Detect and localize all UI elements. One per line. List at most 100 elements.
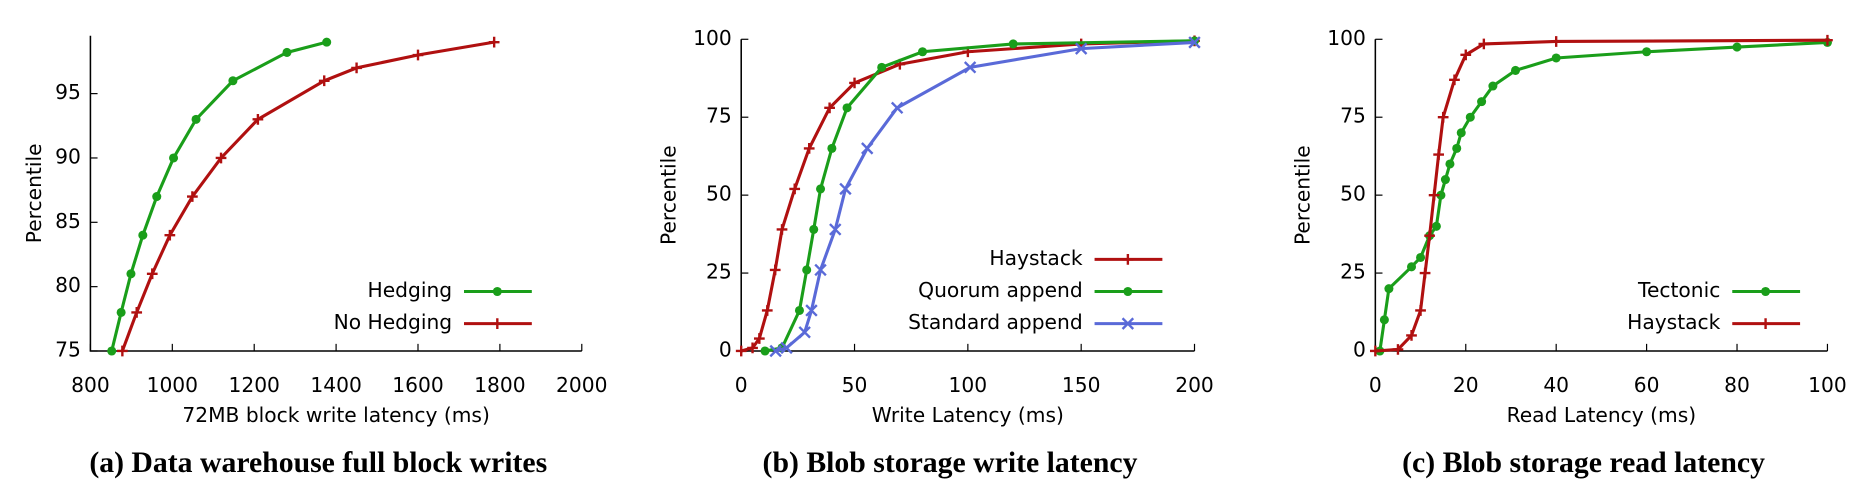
marker bbox=[412, 49, 424, 61]
y-axis-label: Percentile bbox=[1290, 145, 1314, 245]
marker bbox=[1551, 53, 1561, 63]
y-tick-label: 50 bbox=[706, 182, 732, 206]
marker bbox=[1419, 267, 1431, 279]
marker bbox=[1008, 39, 1018, 49]
x-tick-label: 150 bbox=[1062, 373, 1101, 397]
line bbox=[740, 39, 1195, 353]
marker bbox=[1456, 128, 1466, 138]
marker bbox=[1449, 74, 1460, 86]
marker bbox=[1369, 345, 1381, 357]
marker bbox=[1437, 111, 1449, 123]
y-tick-label: 0 bbox=[1353, 337, 1366, 361]
y-tick-label: 25 bbox=[706, 260, 732, 284]
marker bbox=[131, 307, 143, 318]
marker bbox=[1478, 38, 1490, 50]
axes bbox=[740, 39, 1195, 352]
x-tick-label: 1000 bbox=[147, 373, 198, 397]
marker bbox=[318, 75, 330, 87]
marker bbox=[842, 103, 852, 113]
x-tick-label: 1600 bbox=[392, 373, 443, 397]
marker bbox=[322, 37, 332, 47]
legend-label: Tectonic bbox=[1637, 278, 1720, 302]
marker bbox=[776, 224, 788, 235]
marker bbox=[1379, 315, 1389, 325]
y-tick-label: 85 bbox=[55, 209, 81, 233]
marker bbox=[228, 76, 238, 86]
marker bbox=[215, 152, 227, 164]
marker bbox=[1550, 36, 1562, 47]
x-tick-label: 80 bbox=[1724, 373, 1750, 397]
marker bbox=[1416, 252, 1426, 263]
legend-marker bbox=[491, 318, 503, 329]
y-tick-label: 75 bbox=[1340, 104, 1366, 128]
y-tick-label: 100 bbox=[1327, 26, 1366, 50]
marker bbox=[802, 265, 812, 275]
marker bbox=[117, 345, 128, 357]
marker bbox=[803, 143, 815, 154]
caption: (b) Blob storage write latency bbox=[763, 446, 1138, 479]
marker bbox=[877, 62, 887, 72]
marker bbox=[761, 305, 773, 316]
marker bbox=[809, 224, 819, 234]
marker bbox=[187, 191, 198, 202]
marker bbox=[1415, 305, 1426, 316]
line bbox=[120, 40, 495, 352]
marker bbox=[1431, 221, 1441, 231]
marker bbox=[1445, 159, 1455, 169]
marker bbox=[1452, 143, 1462, 153]
marker bbox=[769, 264, 781, 276]
marker bbox=[138, 230, 148, 240]
y-tick-label: 0 bbox=[719, 337, 732, 361]
marker bbox=[747, 342, 758, 354]
x-tick-label: 0 bbox=[1369, 373, 1382, 397]
marker bbox=[164, 229, 176, 241]
x-tick-label: 20 bbox=[1453, 373, 1479, 397]
y-tick-label: 80 bbox=[55, 273, 81, 297]
marker bbox=[890, 101, 904, 115]
x-tick-label: 1200 bbox=[228, 373, 279, 397]
y-tick-label: 75 bbox=[706, 104, 732, 128]
legend-label: Quorum append bbox=[918, 278, 1083, 302]
legend-label: Hedging bbox=[368, 278, 453, 302]
axes bbox=[89, 35, 582, 352]
x-tick-label: 2000 bbox=[556, 373, 607, 397]
line bbox=[1375, 38, 1828, 353]
marker bbox=[282, 47, 292, 57]
marker bbox=[814, 263, 827, 277]
marker bbox=[116, 307, 126, 317]
marker bbox=[829, 223, 842, 236]
marker bbox=[252, 114, 264, 125]
marker bbox=[1465, 112, 1475, 122]
marker bbox=[816, 184, 826, 194]
marker bbox=[191, 114, 201, 124]
legend-label: Haystack bbox=[989, 246, 1083, 270]
caption: (a) Data warehouse full block writes bbox=[89, 446, 547, 479]
x-tick-label: 40 bbox=[1543, 373, 1569, 397]
marker bbox=[152, 192, 162, 202]
marker bbox=[169, 153, 179, 163]
y-axis-label: Percentile bbox=[656, 145, 680, 245]
x-tick-label: 60 bbox=[1634, 373, 1660, 397]
x-tick-label: 800 bbox=[71, 373, 110, 397]
marker bbox=[798, 326, 811, 339]
marker bbox=[1074, 42, 1088, 55]
marker bbox=[1732, 42, 1742, 52]
line bbox=[764, 39, 1195, 353]
y-axis-label: Percentile bbox=[22, 143, 46, 243]
marker bbox=[1510, 65, 1521, 75]
marker bbox=[488, 36, 500, 48]
marker bbox=[1384, 284, 1394, 294]
x-axis-label: Read Latency (ms) bbox=[1507, 403, 1697, 427]
y-tick-label: 25 bbox=[1340, 260, 1366, 284]
x-tick-label: 1800 bbox=[474, 373, 525, 397]
marker bbox=[107, 346, 117, 356]
legend-marker bbox=[1760, 318, 1771, 329]
marker bbox=[753, 333, 765, 344]
marker bbox=[146, 268, 158, 280]
x-axis-label: Write Latency (ms) bbox=[872, 403, 1064, 427]
marker bbox=[1406, 262, 1417, 272]
marker bbox=[794, 305, 804, 315]
x-tick-label: 200 bbox=[1175, 373, 1214, 397]
x-tick-label: 100 bbox=[1808, 373, 1847, 397]
y-tick-label: 95 bbox=[55, 80, 81, 104]
